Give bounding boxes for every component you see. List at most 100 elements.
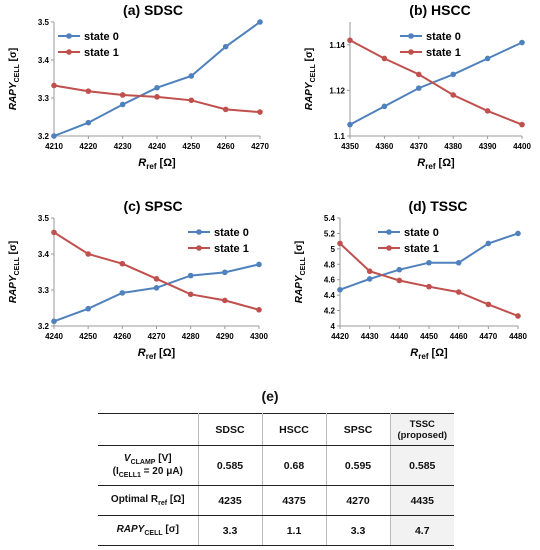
header-hscc: HSCC bbox=[261, 413, 327, 446]
data-point-b-state0 bbox=[484, 55, 491, 62]
cell-rref-tssc: 4435 bbox=[389, 485, 454, 516]
x-tick-label-d: 4430 bbox=[361, 332, 379, 341]
header-tssc-name: TSSC bbox=[409, 418, 435, 430]
table-row-rref: Optimal Rref [Ω] 4235 4375 4270 4435 bbox=[98, 485, 454, 516]
legend-marker-a-state0 bbox=[66, 33, 72, 39]
data-point-d-state1 bbox=[366, 268, 373, 275]
y-tick-label-b: 1.1 bbox=[334, 132, 346, 141]
series-line-b-state1 bbox=[349, 39, 523, 126]
cell-rapy-tssc: 4.7 bbox=[389, 515, 454, 546]
row-label-rref: Optimal Rref [Ω] bbox=[98, 485, 199, 516]
table-corner-cell bbox=[98, 413, 199, 446]
panel-title-c: (c) SPSC bbox=[123, 198, 182, 214]
vclamp-label-unit: [V] bbox=[155, 452, 172, 464]
rref-label-sub: ref bbox=[158, 500, 168, 507]
x-tick-label-a: 4240 bbox=[148, 142, 166, 151]
y-tick-label-d: 5.4 bbox=[324, 214, 336, 223]
y-tick-label-d: 4.2 bbox=[324, 307, 336, 316]
x-axis-label-b: Rref [Ω] bbox=[417, 157, 455, 171]
x-tick-label-c: 4270 bbox=[148, 332, 166, 341]
x-tick-label-b: 4360 bbox=[376, 142, 394, 151]
data-point-b-state0 bbox=[416, 85, 422, 91]
y-tick-label-d: 4.4 bbox=[324, 291, 336, 300]
row-label-vclamp: VCLAMP [V] (ICELL1 = 20 μA) bbox=[98, 445, 199, 486]
header-tssc: TSSC (proposed) bbox=[389, 413, 454, 446]
series-line-c-state0 bbox=[53, 263, 260, 323]
legend-label-a-state0: state 0 bbox=[84, 31, 119, 43]
x-tick-label-a: 4270 bbox=[251, 142, 269, 151]
cell-vclamp-hscc: 0.68 bbox=[261, 445, 327, 486]
data-point-a-state1 bbox=[51, 82, 57, 89]
data-point-d-state1 bbox=[426, 283, 432, 290]
vclamp-cond-rest: = 20 μA) bbox=[140, 465, 183, 477]
comparison-table: SDSC HSCC SPSC TSSC (proposed) VCLAMP [V… bbox=[98, 413, 454, 546]
data-point-c-state0 bbox=[51, 318, 57, 325]
data-point-d-state1 bbox=[396, 277, 403, 284]
data-point-c-state1 bbox=[222, 297, 228, 304]
legend-marker-c-state0 bbox=[196, 229, 202, 235]
data-point-a-state1 bbox=[119, 92, 126, 98]
panel-title-a: (a) SDSC bbox=[123, 2, 183, 18]
data-point-a-state0 bbox=[257, 19, 263, 25]
legend-label-d-state0: state 0 bbox=[404, 227, 439, 239]
x-axis-label-c: Rref [Ω] bbox=[138, 347, 176, 361]
cell-rapy-hscc: 1.1 bbox=[261, 515, 327, 546]
rapy-label-unit: [σ] bbox=[162, 524, 179, 535]
data-point-d-state1 bbox=[485, 301, 492, 308]
data-point-a-state0 bbox=[188, 73, 195, 79]
data-point-d-state1 bbox=[515, 313, 521, 319]
x-tick-label-b: 4350 bbox=[341, 142, 359, 151]
data-point-c-state0 bbox=[85, 305, 91, 312]
x-tick-label-a: 4210 bbox=[45, 142, 63, 151]
y-tick-label-a: 3.2 bbox=[38, 132, 50, 141]
legend-label-c-state1: state 1 bbox=[214, 243, 249, 255]
x-tick-label-c: 4290 bbox=[216, 332, 234, 341]
data-point-d-state1 bbox=[337, 240, 343, 247]
y-tick-label-c: 3.5 bbox=[38, 214, 50, 223]
legend-label-b-state1: state 1 bbox=[426, 47, 461, 59]
y-tick-label-c: 3.3 bbox=[38, 286, 50, 295]
x-axis-label-a: Rref [Ω] bbox=[138, 157, 176, 171]
data-point-d-state0 bbox=[396, 266, 403, 273]
row-label-rapy: RAPYCELL [σ] bbox=[98, 515, 199, 546]
data-point-b-state0 bbox=[519, 39, 525, 46]
header-spsc: SPSC bbox=[325, 413, 391, 446]
x-tick-label-c: 4300 bbox=[250, 332, 268, 341]
chart-panel-d: (d) TSSC 4 4.2 4.4 4.6 4.8 5 5.2 5.4 4420 4430 4440… bbox=[294, 198, 527, 361]
y-tick-label-c: 3.4 bbox=[38, 250, 50, 259]
rref-label-main: Optimal R bbox=[110, 494, 159, 505]
x-tick-label-d: 4480 bbox=[509, 332, 527, 341]
chart-panel-b: (b) HSCC 1.1 1.12 1.14 4350 4360 4370 4380 4390 4… bbox=[304, 2, 531, 171]
vclamp-label-main: V bbox=[123, 452, 131, 464]
data-point-a-state1 bbox=[257, 109, 263, 115]
x-tick-label-c: 4240 bbox=[45, 332, 63, 341]
data-point-b-state1 bbox=[416, 71, 422, 78]
table-row-vclamp: VCLAMP [V] (ICELL1 = 20 μA) 0.585 0.68 0… bbox=[98, 445, 454, 486]
data-point-d-state0 bbox=[426, 259, 432, 266]
data-point-c-state0 bbox=[153, 285, 160, 291]
y-axis-label-a: RAPYCELL [σ] bbox=[8, 48, 21, 110]
data-point-a-state1 bbox=[222, 106, 229, 113]
x-tick-label-b: 4400 bbox=[513, 142, 531, 151]
x-tick-label-d: 4450 bbox=[420, 332, 438, 341]
data-point-c-state1 bbox=[153, 276, 160, 282]
data-point-a-state0 bbox=[119, 101, 126, 108]
legend-label-d-state1: state 1 bbox=[404, 243, 439, 255]
legend-marker-b-state0 bbox=[408, 33, 414, 39]
data-point-d-state0 bbox=[366, 276, 373, 282]
data-point-a-state1 bbox=[85, 88, 92, 94]
data-point-a-state1 bbox=[188, 97, 195, 104]
data-point-b-state1 bbox=[381, 55, 388, 62]
vclamp-cond-open: (I bbox=[112, 465, 119, 477]
data-point-c-state1 bbox=[85, 251, 91, 257]
data-point-c-state1 bbox=[119, 260, 126, 267]
series-line-b-state0 bbox=[349, 41, 523, 126]
data-point-b-state0 bbox=[347, 121, 353, 128]
panel-title-b: (b) HSCC bbox=[409, 2, 470, 18]
data-point-a-state0 bbox=[51, 133, 57, 139]
cell-rapy-sdsc: 3.3 bbox=[197, 515, 263, 546]
data-point-a-state0 bbox=[85, 119, 92, 126]
data-point-d-state0 bbox=[485, 240, 492, 247]
cell-rapy-spsc: 3.3 bbox=[325, 515, 391, 546]
x-tick-label-b: 4370 bbox=[410, 142, 428, 151]
